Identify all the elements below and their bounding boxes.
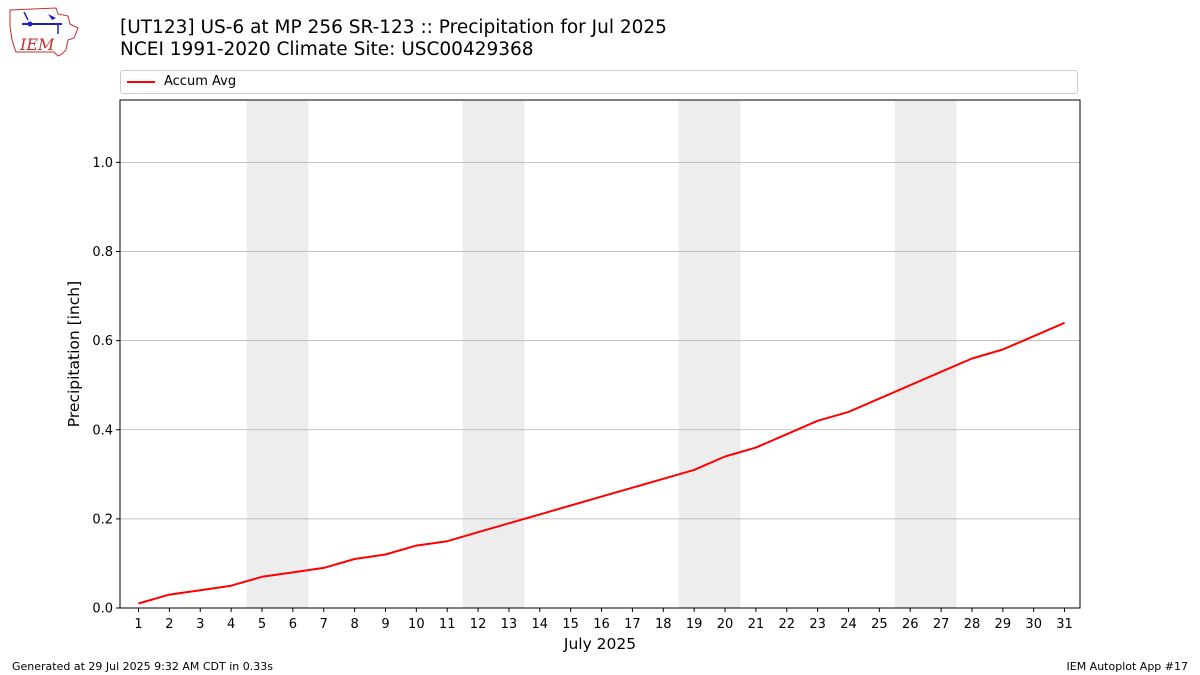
weekend-band-2 — [462, 100, 525, 608]
x-tick-label: 24 — [840, 617, 857, 632]
x-tick-label: 7 — [320, 617, 328, 632]
x-tick-label: 16 — [593, 617, 610, 632]
x-tick-label: 2 — [165, 617, 173, 632]
x-tick-label: 15 — [562, 617, 579, 632]
x-tick-label: 8 — [350, 617, 358, 632]
x-tick-label: 31 — [1056, 617, 1073, 632]
x-axis-label: July 2025 — [563, 635, 636, 653]
x-tick-label: 3 — [196, 617, 204, 632]
x-tick-label: 26 — [902, 617, 919, 632]
y-tick-label: 0.0 — [92, 602, 113, 617]
x-tick-label: 13 — [501, 617, 518, 632]
y-axis-label: Precipitation [inch] — [65, 281, 83, 427]
x-tick-label: 23 — [809, 617, 826, 632]
plot-frame — [119, 99, 1081, 609]
y-tick-label: 0.4 — [92, 423, 113, 438]
iem-logo: IEM — [9, 7, 79, 57]
x-tick-label: 19 — [686, 617, 703, 632]
y-tick-label: 1.0 — [92, 156, 113, 171]
footer-app: IEM Autoplot App #17 — [1066, 660, 1189, 673]
legend: Accum Avg — [120, 70, 1078, 94]
x-tick-label: 27 — [933, 617, 950, 632]
y-tick-label: 0.6 — [92, 334, 113, 349]
chart-title-line2: NCEI 1991-2020 Climate Site: USC00429368 — [120, 39, 534, 60]
x-tick-label: 11 — [439, 617, 456, 632]
y-tick-label: 0.2 — [92, 512, 113, 527]
x-tick-label: 30 — [1025, 617, 1042, 632]
x-tick-label: 10 — [408, 617, 425, 632]
x-tick-label: 12 — [470, 617, 487, 632]
x-tick-label: 5 — [258, 617, 266, 632]
weekend-band-3 — [678, 100, 741, 608]
x-tick-label: 18 — [655, 617, 672, 632]
weekend-band-1 — [246, 100, 309, 608]
y-tick-label: 0.8 — [92, 245, 113, 260]
x-tick-label: 28 — [964, 617, 981, 632]
x-tick-label: 25 — [871, 617, 888, 632]
x-tick-label: 29 — [995, 617, 1012, 632]
svg-text:IEM: IEM — [19, 35, 55, 54]
x-tick-label: 14 — [532, 617, 549, 632]
x-tick-label: 4 — [227, 617, 235, 632]
legend-label: Accum Avg — [164, 74, 237, 89]
x-tick-label: 1 — [134, 617, 142, 632]
legend-swatch — [127, 81, 155, 83]
x-tick-label: 6 — [289, 617, 297, 632]
x-tick-label: 22 — [778, 617, 795, 632]
chart-title-line1: [UT123] US-6 at MP 256 SR-123 :: Precipi… — [120, 17, 667, 38]
footer-generated: Generated at 29 Jul 2025 9:32 AM CDT in … — [12, 660, 273, 673]
series-line-accum-avg — [138, 321, 1065, 605]
x-tick-label: 17 — [624, 617, 641, 632]
x-tick-label: 21 — [748, 617, 765, 632]
x-tick-label: 9 — [381, 617, 389, 632]
x-tick-label: 20 — [717, 617, 734, 632]
weekend-band-4 — [894, 100, 957, 608]
